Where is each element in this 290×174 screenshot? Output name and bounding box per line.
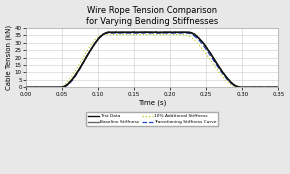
- Title: Wire Rope Tension Comparison
for Varying Bending Stiffnesses: Wire Rope Tension Comparison for Varying…: [86, 6, 218, 26]
- Legend: Test Data, Baseline Stiffness, 10% Additional Stiffness, Transitioning Stiffness: Test Data, Baseline Stiffness, 10% Addit…: [86, 112, 218, 126]
- X-axis label: Time (s): Time (s): [138, 99, 166, 106]
- Y-axis label: Cable Tension (kN): Cable Tension (kN): [6, 25, 12, 90]
